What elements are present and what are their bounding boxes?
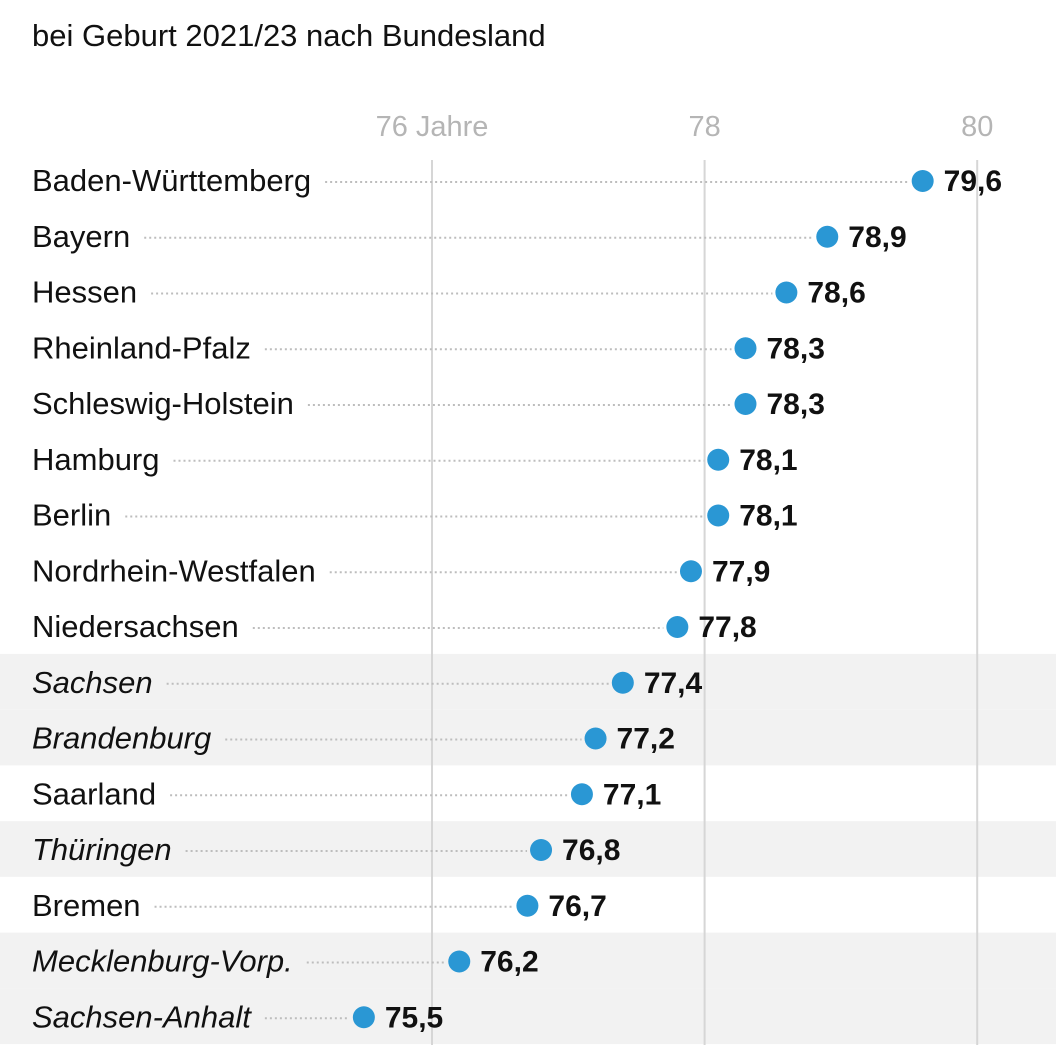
data-dot	[911, 170, 934, 192]
row-label: Sachsen	[32, 665, 153, 700]
data-dot	[352, 1006, 375, 1029]
data-dot	[516, 894, 539, 917]
row-label: Berlin	[32, 498, 111, 533]
value-label: 76,8	[562, 834, 620, 867]
value-label: 75,5	[385, 1001, 443, 1034]
data-dot	[611, 671, 634, 694]
tick-label: 78	[688, 111, 720, 143]
value-label: 76,7	[548, 890, 606, 923]
row-label: Saarland	[32, 776, 156, 811]
row-label: Niedersachsen	[32, 609, 239, 644]
row-label: Nordrhein-Westfalen	[32, 553, 316, 588]
row-label: Brandenburg	[32, 721, 211, 756]
highlight-band	[0, 932, 1056, 989]
row-label: Rheinland-Pfalz	[32, 330, 251, 365]
data-dot	[816, 225, 839, 248]
chart-subtitle: bei Geburt 2021/23 nach Bundesland	[32, 18, 546, 53]
tick-label: 80	[961, 111, 993, 143]
data-dot	[584, 727, 607, 750]
highlight-band	[0, 709, 1056, 766]
value-label: 78,6	[807, 277, 865, 310]
row-label: Mecklenburg-Vorp.	[32, 944, 293, 979]
value-label: 78,1	[739, 444, 797, 477]
highlight-band	[0, 821, 1056, 877]
row-label: Bayern	[32, 219, 130, 254]
value-label: 76,2	[480, 946, 538, 979]
tick-label: 76 Jahre	[376, 111, 489, 143]
highlight-band	[0, 653, 1056, 710]
data-dot	[707, 504, 730, 527]
value-label: 78,3	[766, 332, 824, 365]
value-label: 79,6	[944, 165, 1002, 198]
row-label: Sachsen-Anhalt	[32, 999, 252, 1034]
value-label: 78,9	[848, 221, 906, 254]
value-label: 77,2	[617, 723, 675, 756]
data-dot	[448, 950, 471, 973]
data-dot	[570, 783, 593, 806]
row-label: Hessen	[32, 275, 137, 310]
highlight-band	[0, 988, 1056, 1045]
data-dot	[666, 616, 689, 638]
row-label: Schleswig-Holstein	[32, 386, 294, 421]
row-label: Hamburg	[32, 442, 160, 477]
data-dot	[734, 337, 757, 360]
value-label: 78,3	[766, 388, 824, 421]
value-label: 77,8	[698, 611, 756, 644]
row-label: Baden-Württemberg	[32, 163, 311, 198]
data-dot	[734, 393, 757, 415]
data-dot	[679, 560, 702, 583]
value-label: 77,4	[644, 667, 703, 700]
value-label: 77,9	[712, 555, 770, 588]
data-dot	[530, 839, 553, 861]
row-label: Thüringen	[32, 832, 172, 867]
data-dot	[707, 448, 730, 471]
row-label: Bremen	[32, 888, 141, 923]
value-label: 77,1	[603, 778, 661, 811]
data-dot	[775, 281, 798, 304]
value-label: 78,1	[739, 500, 797, 533]
